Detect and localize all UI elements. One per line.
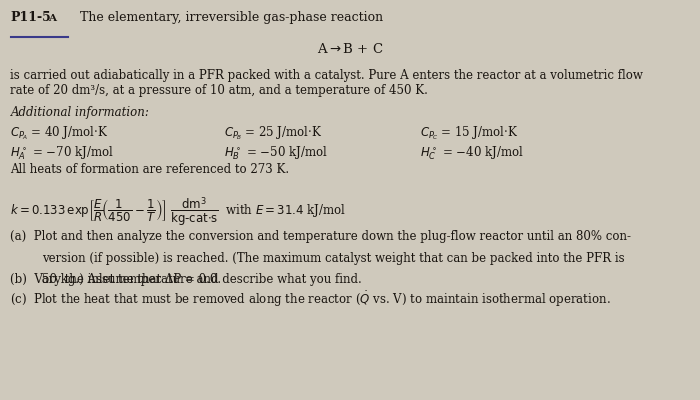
Text: Additional information:: Additional information: xyxy=(10,106,149,119)
Text: $k = 0.133\,\exp\!\left[\dfrac{E}{R}\!\left(\dfrac{1}{450} - \dfrac{1}{T}\right): $k = 0.133\,\exp\!\left[\dfrac{E}{R}\!\l… xyxy=(10,196,346,229)
Text: (b)  Vary the inlet temperature and describe what you find.: (b) Vary the inlet temperature and descr… xyxy=(10,273,363,286)
Text: (c)  Plot the heat that must be removed along the reactor ($\dot{Q}$ vs. V) to m: (c) Plot the heat that must be removed a… xyxy=(10,290,611,310)
Text: A: A xyxy=(48,14,55,24)
Text: rate of 20 dm³/s, at a pressure of 10 atm, and a temperature of 450 K.: rate of 20 dm³/s, at a pressure of 10 at… xyxy=(10,84,428,97)
Text: The elementary, irreversible gas-phase reaction: The elementary, irreversible gas-phase r… xyxy=(80,11,384,24)
Text: 50 kg.) Assume that ΔP = 0.0.: 50 kg.) Assume that ΔP = 0.0. xyxy=(42,273,221,286)
Text: $H_C^\circ$ = −40 kJ/mol: $H_C^\circ$ = −40 kJ/mol xyxy=(420,144,524,162)
Text: All heats of formation are referenced to 273 K.: All heats of formation are referenced to… xyxy=(10,163,290,176)
Text: $C_{P_{\!B}}$ = 25 J/mol·K: $C_{P_{\!B}}$ = 25 J/mol·K xyxy=(224,124,322,142)
Text: $H_B^\circ$ = −50 kJ/mol: $H_B^\circ$ = −50 kJ/mol xyxy=(224,144,328,162)
Text: P11-5: P11-5 xyxy=(10,11,51,24)
Text: A$\rightarrow$B + C: A$\rightarrow$B + C xyxy=(316,42,384,56)
Text: $C_{P_{\!C}}$ = 15 J/mol·K: $C_{P_{\!C}}$ = 15 J/mol·K xyxy=(420,124,518,142)
Text: (a)  Plot and then analyze the conversion and temperature down the plug-flow rea: (a) Plot and then analyze the conversion… xyxy=(10,230,631,243)
Text: is carried out adiabatically in a PFR packed with a catalyst. Pure A enters the : is carried out adiabatically in a PFR pa… xyxy=(10,69,643,82)
Text: version (if possible) is reached. (The maximum catalyst weight that can be packe: version (if possible) is reached. (The m… xyxy=(42,252,624,265)
Text: $C_{P_{\!A}}$ = 40 J/mol·K: $C_{P_{\!A}}$ = 40 J/mol·K xyxy=(10,124,109,142)
Text: $H_A^\circ$ = −70 kJ/mol: $H_A^\circ$ = −70 kJ/mol xyxy=(10,144,114,162)
